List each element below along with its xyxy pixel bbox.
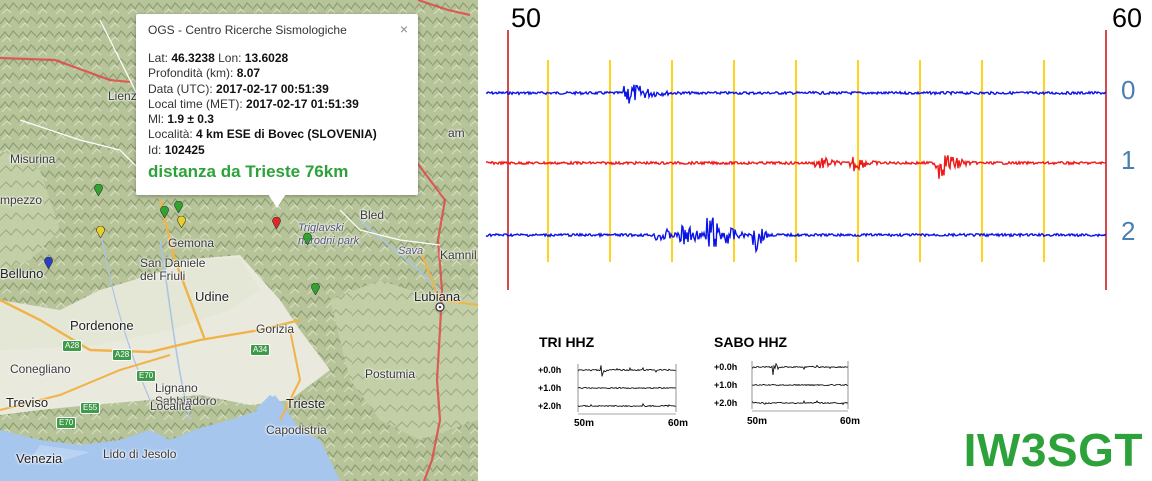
channel-label-1: 1 [1121, 145, 1136, 175]
road-shield-a28-2: A28 [112, 349, 133, 361]
seismogram-plot [485, 30, 1107, 415]
map-place-treviso: Treviso [6, 395, 49, 410]
station-marker[interactable] [94, 184, 103, 196]
mini-plot-title-sabo: SABO HHZ [714, 334, 788, 350]
map-place-kamnik: Kamnil [440, 248, 477, 262]
seismogram-trace-2 [485, 217, 1107, 254]
station-marker[interactable] [272, 217, 281, 229]
map-place-pordenone: Pordenone [70, 318, 134, 333]
map-place-capodistria: Capodistria [266, 423, 327, 437]
map-place-sava: Sava [398, 245, 424, 257]
map-place-venezia: Venezia [16, 451, 63, 466]
mini-trace [577, 386, 676, 390]
map-place-gorizia: Gorizia [256, 322, 295, 336]
station-callsign: IW3SGT [963, 424, 1143, 476]
map-place-gemona: Gemona [168, 236, 215, 250]
map-place-san-daniele: San Daniele del Friuli [140, 256, 206, 283]
mini-plot-x-end: 60m [668, 418, 689, 429]
popup-lon: 13.6028 [244, 51, 289, 65]
map-place-lignano: Lignano Sabbiadoro [155, 381, 217, 408]
mini-trace [577, 402, 677, 408]
road-shield-e70-2: E70 [56, 417, 77, 429]
mini-plot-x-start: 50m [747, 416, 768, 427]
map-place-lubiana: Lubiana [414, 289, 461, 304]
map-place-bled: Bled [360, 208, 385, 222]
station-marker[interactable] [96, 226, 105, 238]
road-shield-a34: A34 [250, 344, 271, 356]
map-place-trieste: Trieste [286, 396, 326, 411]
road-shield-e70: E70 [136, 370, 157, 382]
mini-trace [751, 383, 849, 387]
channel-label-2: 2 [1121, 216, 1136, 246]
popup-coordinates: Lat: 46.3238 Lon: 13.6028 [148, 51, 289, 65]
road-shield-a28: A28 [62, 340, 83, 352]
mini-trace [751, 400, 849, 406]
map-place-udine: Udine [195, 289, 229, 304]
time-start-label: 50 [511, 3, 542, 33]
popup-location: Località: 4 km ESE di Bovec (SLOVENIA) [148, 127, 377, 142]
popup-tail [268, 194, 286, 208]
station-marker[interactable] [174, 201, 183, 213]
mini-plot-title-tri: TRI HHZ [539, 334, 595, 350]
map-place-misurina: Misurina [10, 152, 56, 166]
seismogram-panel: 50 60 0 1 2 TRI HHZ +0.0h +1.0h +2.0h 50… [478, 0, 1152, 481]
map-place-triglav-park: Triglavski narodni park [298, 222, 360, 247]
mini-plot-row-label: +2.0h [714, 398, 738, 408]
mini-trace [577, 365, 676, 377]
mini-trace [751, 362, 849, 375]
mini-plot-row-label: +0.0h [538, 365, 562, 375]
mini-plot-row-label: +0.0h [714, 362, 738, 372]
popup-local-time: Local time (MET): 2017-02-17 01:51:39 [148, 96, 359, 111]
map-place-cortina: mpezzo [0, 193, 43, 207]
mini-plot-x-start: 50m [574, 418, 595, 429]
popup-title: OGS - Centro Ricerche Sismologiche [148, 23, 347, 37]
station-marker[interactable] [177, 216, 186, 228]
popup-id: Id: 102425 [148, 142, 205, 157]
map-place-belluno: Belluno [0, 266, 44, 281]
map-place-postumia: Postumia [365, 367, 416, 381]
map-place-jesolo: Lido di Jesolo [103, 447, 177, 461]
seismogram-trace-0 [485, 84, 1107, 104]
seismogram-trace-1 [486, 155, 1107, 179]
mini-plot-x-end: 60m [840, 416, 861, 427]
channel-label-0: 0 [1121, 75, 1136, 105]
station-marker[interactable] [160, 206, 169, 218]
popup-magnitude: Ml: 1.9 ± 0.3 [148, 112, 214, 127]
station-marker[interactable] [303, 233, 312, 245]
time-end-label: 60 [1112, 3, 1143, 33]
popup-date-utc: Data (UTC): 2017-02-17 00:51:39 [148, 81, 329, 96]
map-panel[interactable]: Lienz Misurina mpezzo Belluno Gemona San… [0, 0, 478, 481]
map-place-conegliano: Conegliano [10, 362, 71, 376]
close-icon[interactable]: × [399, 21, 408, 37]
road-shield-e55: E55 [80, 402, 101, 414]
mini-plot-row-label: +2.0h [538, 401, 562, 411]
station-marker[interactable] [44, 257, 53, 269]
mini-plot-row-label: +1.0h [714, 380, 738, 390]
station-marker[interactable] [311, 283, 320, 295]
popup-depth: Profondità (km): 8.07 [148, 66, 261, 81]
map-place-localita: Località [150, 399, 192, 413]
mini-plot-row-label: +1.0h [538, 383, 562, 393]
event-info-popup: OGS - Centro Ricerche Sismologiche × Lat… [136, 14, 418, 195]
popup-lat: 46.3238 [171, 51, 215, 65]
map-place-am: am [448, 126, 465, 140]
popup-distance: distanza da Trieste 76km [148, 162, 349, 182]
map-place-lienz: Lienz [108, 89, 137, 103]
